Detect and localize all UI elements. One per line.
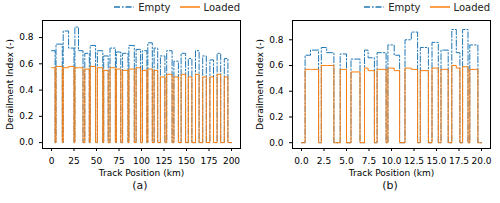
svg-text:50: 50 bbox=[91, 156, 103, 166]
svg-text:0.0: 0.0 bbox=[19, 137, 34, 147]
svg-text:0.4: 0.4 bbox=[19, 85, 34, 95]
html-text:(a): (a) bbox=[132, 179, 148, 192]
svg-text:0: 0 bbox=[49, 156, 55, 166]
svg-text:0.2: 0.2 bbox=[19, 111, 33, 121]
svg-text:100: 100 bbox=[133, 156, 150, 166]
svg-text:Track Position (km): Track Position (km) bbox=[98, 168, 184, 178]
svg-text:25: 25 bbox=[68, 156, 79, 166]
svg-text:15.0: 15.0 bbox=[426, 156, 446, 166]
html-text:Empty: Empty bbox=[138, 1, 171, 13]
svg-text:0.8: 0.8 bbox=[269, 35, 284, 45]
svg-text:10.0: 10.0 bbox=[381, 156, 401, 166]
svg-text:12.5: 12.5 bbox=[404, 156, 424, 166]
svg-text:0.8: 0.8 bbox=[19, 32, 34, 42]
svg-text:2.5: 2.5 bbox=[317, 156, 331, 166]
svg-text:Derailment Index (-): Derailment Index (-) bbox=[5, 39, 15, 130]
svg-text:0.0: 0.0 bbox=[269, 138, 284, 148]
svg-text:125: 125 bbox=[155, 156, 172, 166]
svg-text:Track Position (km): Track Position (km) bbox=[348, 168, 434, 178]
svg-text:0.2: 0.2 bbox=[269, 112, 283, 122]
svg-text:20.0: 20.0 bbox=[471, 156, 491, 166]
svg-text:200: 200 bbox=[223, 156, 240, 166]
svg-text:175: 175 bbox=[200, 156, 217, 166]
html-text:Loaded: Loaded bbox=[203, 1, 240, 13]
svg-text:0.0: 0.0 bbox=[294, 156, 309, 166]
svg-text:5.0: 5.0 bbox=[339, 156, 354, 166]
svg-text:Derailment Index (-): Derailment Index (-) bbox=[255, 39, 265, 130]
svg-text:75: 75 bbox=[113, 156, 124, 166]
html-text:(b): (b) bbox=[382, 179, 398, 192]
svg-text:150: 150 bbox=[178, 156, 195, 166]
svg-text:0.6: 0.6 bbox=[19, 59, 34, 69]
svg-text:7.5: 7.5 bbox=[362, 156, 376, 166]
svg-text:17.5: 17.5 bbox=[449, 156, 469, 166]
svg-text:0.6: 0.6 bbox=[269, 60, 284, 70]
svg-text:0.4: 0.4 bbox=[269, 86, 284, 96]
html-text:Empty: Empty bbox=[388, 1, 421, 13]
html-text:Loaded: Loaded bbox=[453, 1, 490, 13]
